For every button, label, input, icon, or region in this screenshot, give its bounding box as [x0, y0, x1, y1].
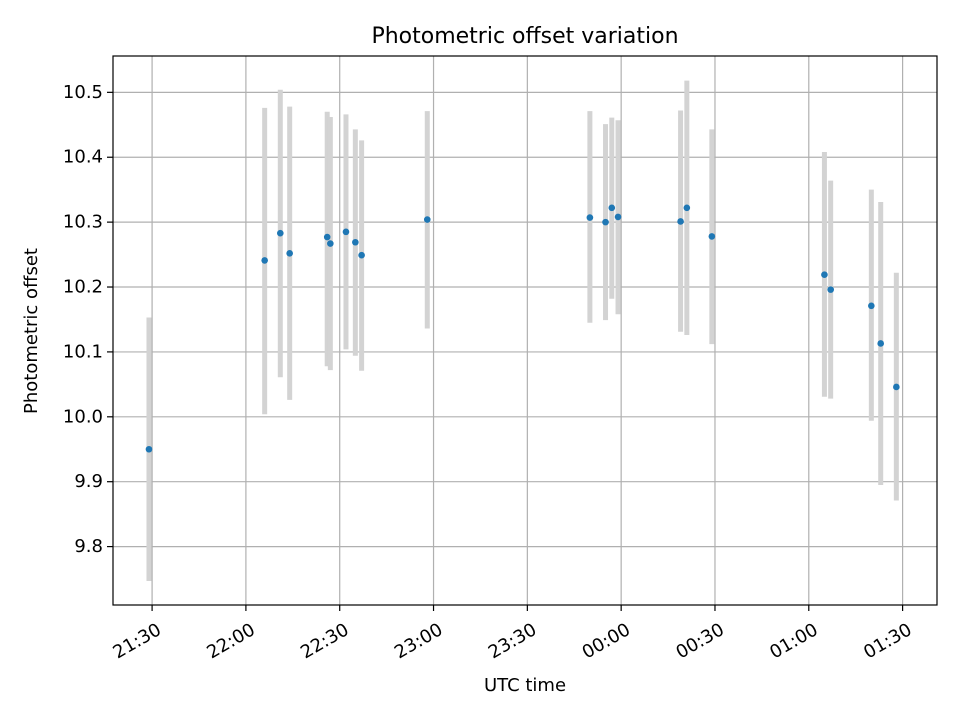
data-point — [821, 271, 828, 278]
data-point — [352, 238, 359, 246]
data-point — [877, 340, 885, 347]
plot-frame — [112, 55, 938, 606]
data-point — [683, 204, 691, 212]
data-point — [602, 218, 609, 226]
y-tick-label: 10.3 — [63, 212, 103, 233]
data-point — [868, 302, 875, 310]
chart-title: Photometric offset variation — [371, 24, 678, 49]
data-point — [586, 214, 594, 221]
x-axis-label: UTC time — [484, 675, 566, 696]
y-tick-label: 10.1 — [63, 341, 103, 362]
data-point — [614, 213, 622, 221]
data-point — [827, 286, 834, 293]
data-point — [145, 445, 153, 453]
y-tick-label: 10.4 — [63, 147, 103, 168]
data-point — [708, 233, 716, 240]
data-point — [358, 251, 365, 259]
data-point — [677, 218, 684, 225]
y-tick-label: 9.8 — [74, 536, 103, 557]
y-tick-label: 9.9 — [74, 471, 103, 492]
grid — [113, 56, 937, 605]
data-point — [893, 383, 900, 391]
y-axis-label: Photometric offset — [21, 248, 42, 414]
y-axis-ticks: 9.8 9.9 10.0 10.1 10.2 10.3 10.4 10.5 — [63, 82, 113, 557]
y-tick-label: 10.0 — [63, 406, 103, 427]
data-point — [608, 204, 616, 212]
y-tick-label: 10.5 — [63, 82, 103, 103]
data-point — [327, 240, 334, 247]
data-point — [342, 228, 350, 236]
data-points — [145, 204, 900, 453]
data-point — [286, 249, 293, 257]
data-point — [277, 229, 284, 237]
y-tick-label: 10.2 — [63, 277, 103, 298]
data-point — [261, 257, 268, 264]
data-point — [323, 233, 331, 241]
data-point — [423, 216, 431, 223]
